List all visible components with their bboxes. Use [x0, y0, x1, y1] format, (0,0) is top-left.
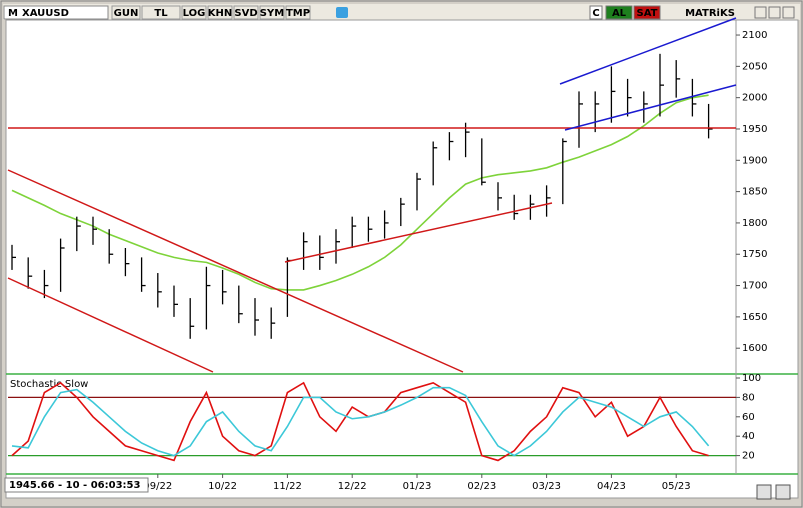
x-tick-label: 10/22: [208, 481, 237, 492]
window-button[interactable]: [782, 6, 795, 19]
y-tick-label: 80: [742, 392, 755, 403]
x-tick-label: 01/23: [403, 481, 432, 492]
x-tick-label: 04/23: [597, 481, 626, 492]
x-tick-label: 03/23: [532, 481, 561, 492]
toolbar-button[interactable]: [285, 5, 311, 20]
status: 1945.66 - 10 - 06:03:53: [9, 480, 140, 491]
toolbar-button[interactable]: [633, 5, 661, 20]
toolbar-button-label: SAT: [637, 8, 658, 19]
toolbar-button-label: SVD: [234, 8, 257, 19]
x-tick-label: 09/22: [143, 481, 172, 492]
y-tick-label: 1600: [742, 343, 767, 354]
oscillator-line: [11, 381, 709, 462]
y-tick-label: 1800: [742, 218, 767, 229]
symbol[interactable]: XAUUSD: [22, 8, 69, 19]
y-tick-label: 2050: [742, 61, 767, 72]
toolbar-button[interactable]: [233, 5, 259, 20]
toolbar-button-label: TMP: [286, 8, 310, 19]
y-tick-label: 40: [742, 431, 755, 442]
y-tick-label: 1700: [742, 281, 767, 292]
toolbar-button[interactable]: [141, 5, 181, 20]
refresh-button[interactable]: [756, 484, 772, 500]
toolbar-button-label: C: [592, 8, 599, 19]
trendline: [564, 84, 737, 131]
toolbar-items: M XAUUSD GUN TL LOG KHN SVD SYM TMP C AL SAT MATRiKS: [3, 5, 795, 20]
y-tick-label: 2100: [742, 30, 767, 41]
window-button[interactable]: [754, 6, 767, 19]
symbol-box: [3, 5, 109, 20]
x-tick-label: 02/23: [467, 481, 496, 492]
prefix: M: [8, 8, 18, 19]
y-tick-label: 100: [742, 373, 761, 384]
brand: MATRiKS: [685, 8, 735, 19]
settings-button[interactable]: [775, 484, 791, 500]
toolbar-button[interactable]: [605, 5, 633, 20]
toolbar-button-label: TL: [154, 8, 168, 19]
plot-background: [5, 19, 799, 499]
toolbar-button[interactable]: [207, 5, 233, 20]
x-tick-label: 12/22: [338, 481, 367, 492]
trendlines: [7, 17, 737, 373]
y-tick-label: 1950: [742, 124, 767, 135]
window-button[interactable]: [768, 6, 781, 19]
toolbar-button-label: AL: [612, 8, 627, 19]
x-tick-label: 05/23: [662, 481, 691, 492]
y-tick-label: 20: [742, 451, 755, 462]
panel-title: Stochastic Slow: [10, 379, 88, 390]
trendline: [559, 17, 737, 85]
toolbar-button-label: GUN: [114, 8, 139, 19]
toolbar-button[interactable]: [589, 5, 603, 20]
twitter-icon[interactable]: [336, 7, 348, 18]
toolbar-button[interactable]: [111, 5, 141, 20]
trendline: [7, 169, 464, 373]
oscillator-line: [11, 386, 710, 457]
y-tick-label: 1650: [742, 312, 767, 323]
y-tick-label: 1750: [742, 249, 767, 260]
y-tick-label: 1900: [742, 155, 767, 166]
y-tick-label: 1850: [742, 187, 767, 198]
trendline: [7, 277, 214, 373]
toolbar-button-label: KHN: [208, 8, 233, 19]
toolbar-button[interactable]: [259, 5, 285, 20]
y-tick-label: 60: [742, 412, 755, 423]
plots: 1600 1650 1700 1750 1800 1850 1900 1950 2000 2050…: [8, 30, 767, 492]
toolbar-button[interactable]: [181, 5, 207, 20]
toolbar-button-label: SYM: [260, 8, 284, 19]
trendline: [284, 202, 553, 263]
moving-average: [11, 94, 709, 291]
status-box: [4, 477, 149, 493]
toolbar-button-label: LOG: [183, 8, 206, 19]
y-tick-label: 2000: [742, 93, 767, 104]
x-tick-label: 11/22: [273, 481, 302, 492]
